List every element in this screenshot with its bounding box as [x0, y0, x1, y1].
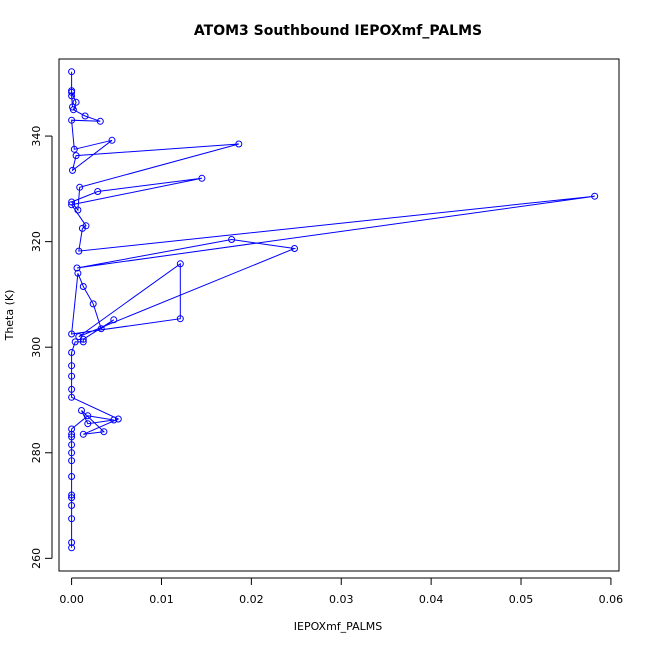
data-point	[84, 420, 92, 428]
data-point	[68, 494, 76, 502]
x-tick-label: 0.02	[239, 593, 264, 606]
data-point	[82, 222, 90, 230]
data-point	[68, 362, 76, 370]
data-point	[176, 260, 184, 268]
data-point	[68, 87, 76, 95]
data-point	[198, 174, 206, 182]
x-tick-label: 0.01	[149, 593, 174, 606]
data-point	[68, 430, 76, 438]
data-point	[69, 166, 76, 174]
data-point	[110, 316, 118, 324]
x-tick-label: 0.04	[419, 593, 444, 606]
data-point	[100, 428, 108, 436]
data-point	[72, 98, 80, 106]
data-point	[94, 188, 102, 195]
data-point	[71, 338, 79, 346]
data-point	[68, 393, 76, 401]
data-point	[75, 247, 83, 255]
y-tick-label: 260	[30, 548, 43, 569]
data-point	[70, 145, 78, 153]
data-point	[79, 283, 87, 290]
data-point	[69, 103, 76, 111]
x-tick-label: 0.06	[599, 593, 624, 606]
data-point	[79, 338, 87, 346]
data-point	[76, 183, 84, 191]
data-point	[68, 425, 76, 433]
series-line	[70, 71, 595, 548]
data-point	[235, 140, 243, 148]
data-point	[68, 473, 76, 480]
data-point	[68, 385, 76, 393]
data-point	[68, 201, 76, 209]
data-point	[68, 539, 76, 546]
data-point	[84, 412, 92, 420]
y-tick-label: 320	[30, 231, 43, 252]
data-point	[79, 430, 87, 438]
data-point	[68, 544, 76, 552]
data-point	[68, 457, 76, 465]
data-series	[68, 68, 599, 552]
data-point	[72, 152, 80, 160]
data-point	[68, 198, 76, 206]
data-point	[291, 245, 298, 252]
data-point	[68, 372, 76, 380]
x-axis-label: IEPOXmf_PALMS	[294, 620, 382, 633]
data-point	[68, 116, 76, 124]
data-point	[73, 264, 81, 272]
data-point	[68, 441, 76, 449]
data-point	[68, 449, 76, 457]
data-point	[591, 192, 599, 200]
data-point	[96, 117, 104, 125]
data-point	[81, 112, 89, 120]
plot-frame	[58, 58, 620, 572]
y-tick-label: 340	[30, 126, 43, 147]
data-point	[68, 68, 76, 76]
data-point	[110, 416, 118, 424]
x-tick-label: 0.00	[59, 593, 84, 606]
data-point	[89, 300, 97, 308]
data-point	[68, 491, 76, 499]
y-tick-label: 280	[30, 442, 43, 463]
x-tick-label: 0.03	[329, 593, 354, 606]
data-point	[78, 407, 85, 414]
y-axis-label: Theta (K)	[3, 290, 16, 342]
data-point	[228, 236, 236, 243]
data-point	[75, 333, 83, 341]
axes: 0.00 0.01 0.02 0.03 0.04 0.05 0.06 260 280 300 320…	[30, 126, 623, 606]
data-point	[68, 433, 76, 441]
data-point	[74, 206, 82, 214]
data-point	[68, 502, 76, 509]
data-point	[68, 330, 76, 338]
data-point	[108, 136, 116, 144]
data-point	[68, 515, 76, 523]
x-tick-label: 0.05	[509, 593, 534, 606]
y-tick-label: 300	[30, 337, 43, 358]
data-point	[68, 349, 76, 356]
data-point	[97, 325, 105, 333]
data-point	[74, 269, 82, 277]
chart-title: ATOM3 Southbound IEPOXmf_PALMS	[194, 23, 482, 39]
data-point	[176, 315, 184, 323]
data-point	[68, 92, 76, 100]
data-point	[114, 415, 122, 423]
